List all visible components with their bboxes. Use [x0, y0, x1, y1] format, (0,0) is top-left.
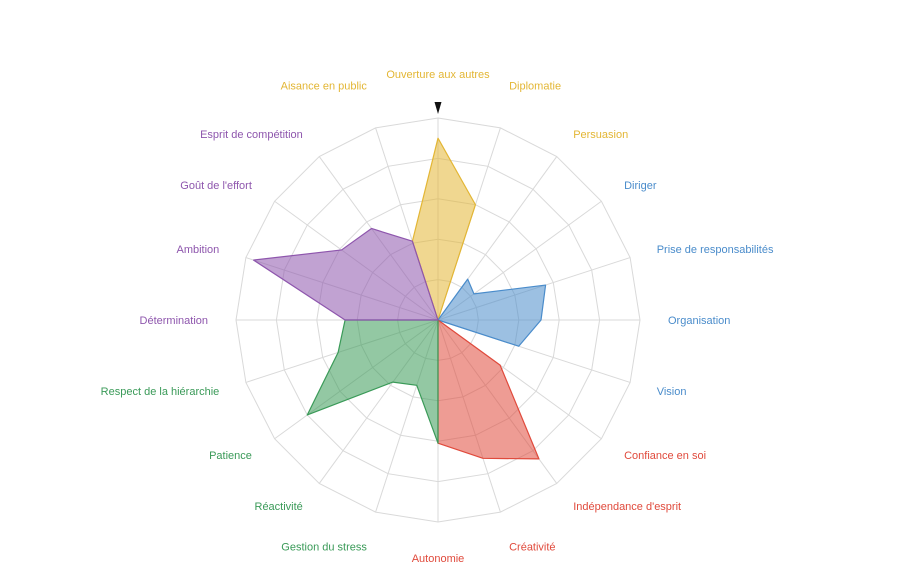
axis-label: Ambition: [177, 244, 220, 256]
axis-label: Organisation: [668, 315, 730, 327]
axis-label: Aisance en public: [281, 80, 368, 92]
axis-label: Prise de responsabilités: [657, 244, 774, 256]
pointer-triangle-icon: [434, 102, 442, 114]
axis-label: Créativité: [509, 542, 555, 554]
axis-label: Persuasion: [573, 129, 628, 141]
axis-label: Patience: [209, 450, 252, 462]
axis-label: Confiance en soi: [624, 450, 706, 462]
axis-label: Réactivité: [255, 501, 303, 513]
top-pointer: [434, 102, 442, 114]
axis-label: Diriger: [624, 180, 657, 192]
axis-label: Diplomatie: [509, 80, 561, 92]
radar-sectors: [252, 137, 547, 460]
axis-label: Détermination: [140, 315, 208, 327]
axis-label: Vision: [657, 386, 687, 398]
axis-label: Autonomie: [412, 553, 465, 565]
axis-label: Goût de l'effort: [180, 180, 252, 192]
axis-label: Indépendance d'esprit: [573, 501, 681, 513]
sector-purple[interactable]: [252, 227, 439, 321]
axis-label: Esprit de compétition: [200, 129, 303, 141]
axis-labels: Ouverture aux autres Diplomatie Persuasion…: [101, 69, 774, 565]
sector-blue[interactable]: [437, 278, 547, 347]
axis-label: Gestion du stress: [281, 542, 367, 554]
axis-label: Ouverture aux autres: [386, 69, 490, 81]
sector-green[interactable]: [306, 319, 439, 444]
axis-label: Respect de la hiérarchie: [101, 386, 220, 398]
